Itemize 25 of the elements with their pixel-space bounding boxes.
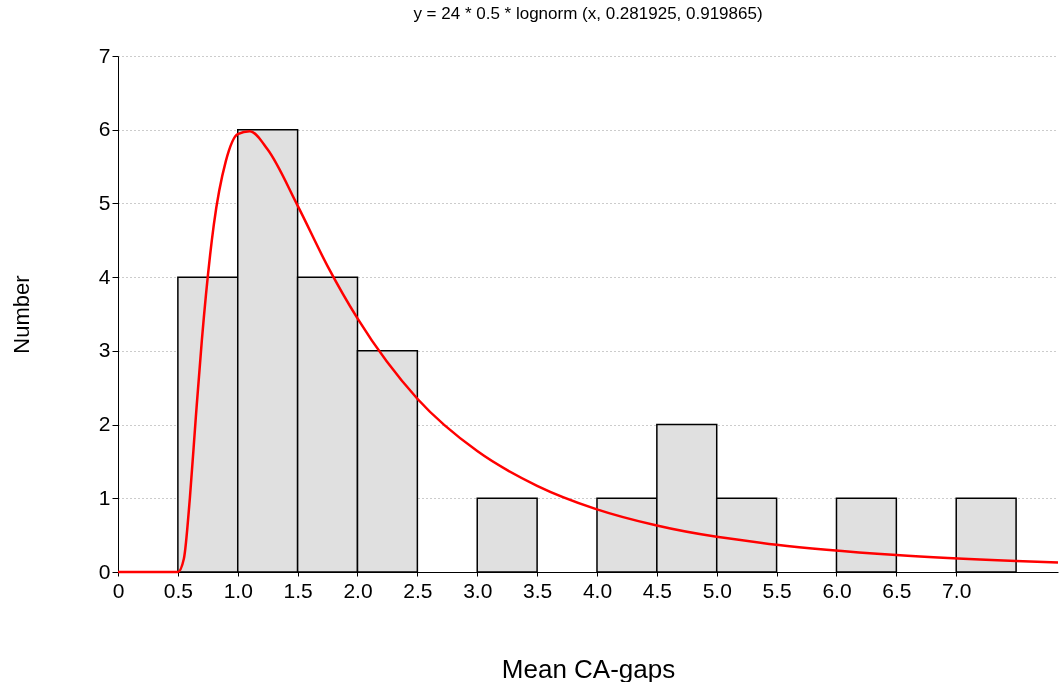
x-tick-label: 1.0 <box>223 578 253 602</box>
x-tick-label: 7.0 <box>942 578 972 602</box>
y-tick-label: 5 <box>98 190 111 214</box>
y-tick-label: 6 <box>98 117 111 141</box>
chart-title: y = 24 * 0.5 * lognorm (x, 0.281925, 0.919865) <box>413 4 763 23</box>
x-tick-label: 0.5 <box>163 578 193 602</box>
x-tick-label: 4.0 <box>582 578 613 602</box>
y-tick-label: 7 <box>98 43 111 67</box>
x-tick-label: 5.0 <box>702 578 732 602</box>
y-tick-label: 3 <box>98 338 111 362</box>
y-tick-label: 0 <box>98 559 111 583</box>
x-tick-label: 1.5 <box>283 578 313 602</box>
x-tick-label: 2.0 <box>343 578 373 602</box>
x-tick-label: 2.5 <box>403 578 433 602</box>
x-tick-label: 5.5 <box>762 578 792 602</box>
x-tick-label: 3.5 <box>523 578 553 602</box>
x-tick-label: 6.0 <box>822 578 852 602</box>
x-tick-label: 3.0 <box>463 578 493 602</box>
y-tick-label: 1 <box>98 485 111 509</box>
x-tick-label: 6.5 <box>882 578 912 602</box>
y-tick-label: 4 <box>98 264 111 288</box>
y-axis-title: Number <box>8 275 34 354</box>
x-axis-title: Mean CA-gaps <box>501 653 676 684</box>
x-tick-label: 4.5 <box>642 578 672 602</box>
y-tick-label: 2 <box>98 412 111 436</box>
